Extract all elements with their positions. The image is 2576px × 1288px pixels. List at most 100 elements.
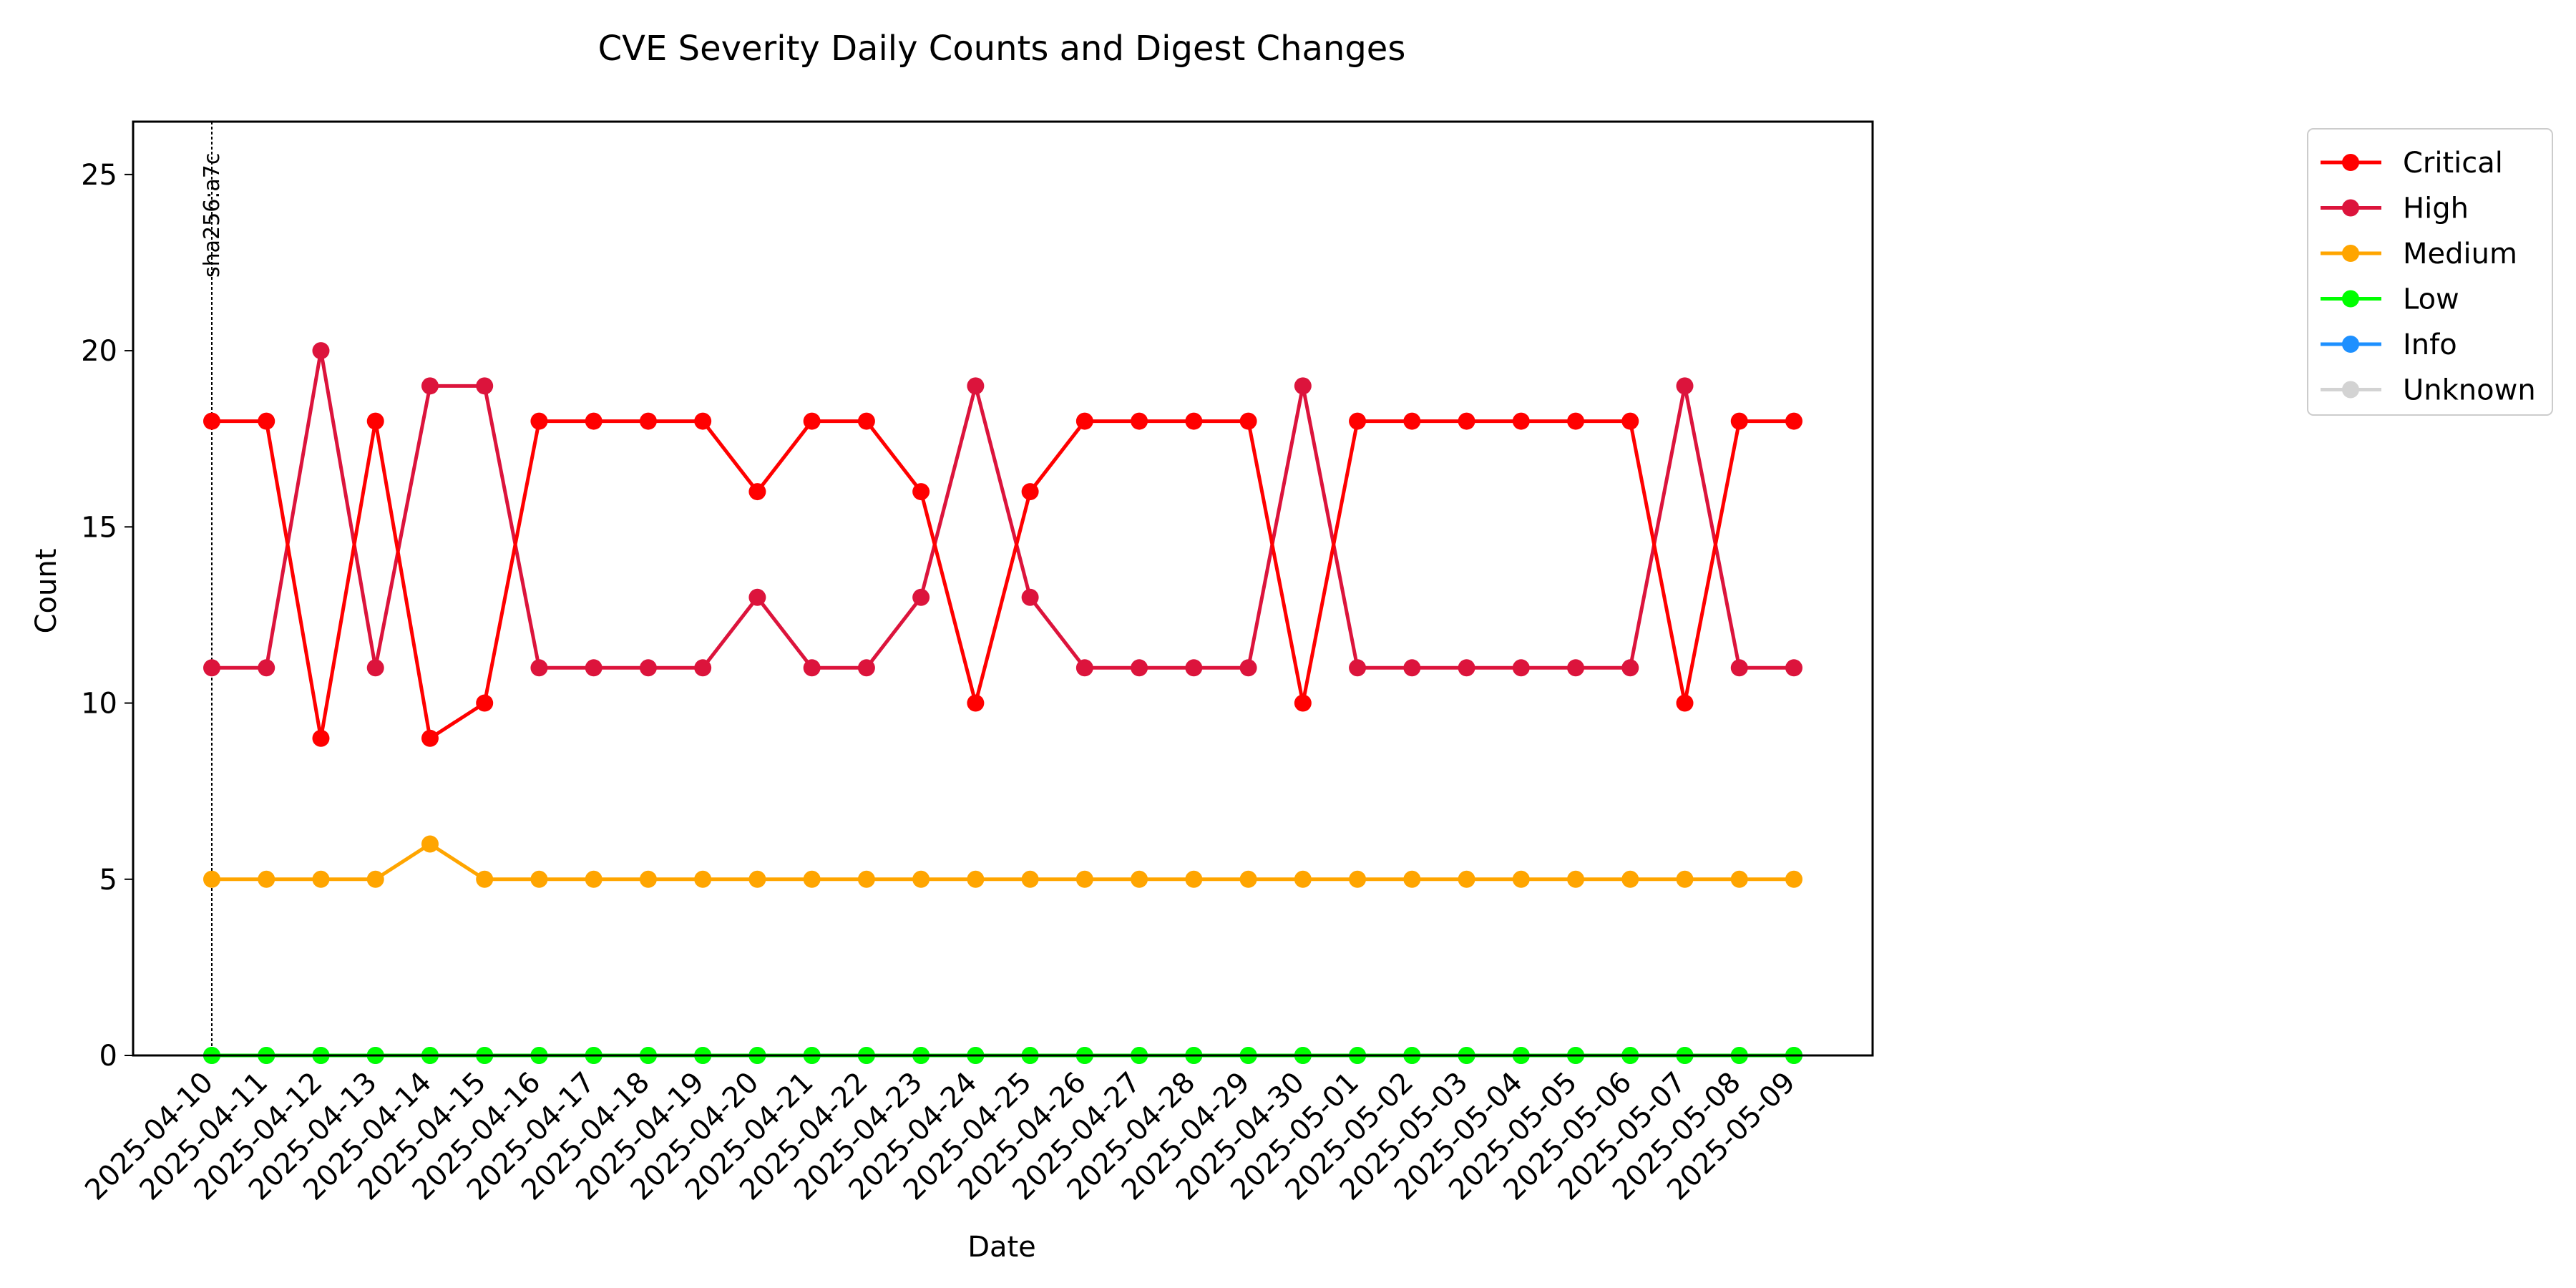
data-point-medium: [1131, 870, 1148, 888]
data-point-medium: [366, 870, 384, 888]
legend-label: Low: [2403, 283, 2459, 316]
legend-swatch-marker: [2342, 199, 2359, 217]
data-point-critical: [421, 729, 439, 747]
data-point-critical: [1785, 412, 1802, 430]
legend-label: Critical: [2403, 147, 2503, 180]
data-point-medium: [1021, 870, 1039, 888]
data-point-medium: [803, 870, 821, 888]
data-point-medium: [1676, 870, 1694, 888]
data-point-high: [585, 659, 602, 677]
data-point-medium: [1403, 870, 1421, 888]
data-point-high: [639, 659, 657, 677]
legend-label: Info: [2403, 328, 2457, 361]
data-point-high: [1403, 659, 1421, 677]
data-point-high: [1785, 659, 1802, 677]
data-point-critical: [748, 483, 766, 501]
data-point-critical: [585, 412, 602, 430]
data-point-high: [1621, 659, 1639, 677]
y-tick-label: 0: [99, 1040, 117, 1073]
data-point-medium: [639, 870, 657, 888]
data-point-critical: [1730, 412, 1748, 430]
data-point-high: [1294, 377, 1312, 395]
data-point-critical: [857, 412, 875, 430]
data-point-medium: [1458, 870, 1475, 888]
data-point-medium: [312, 870, 330, 888]
data-point-critical: [1676, 694, 1694, 712]
data-point-critical: [1239, 412, 1257, 430]
data-point-critical: [366, 412, 384, 430]
data-point-critical: [967, 694, 985, 712]
data-point-critical: [1567, 412, 1585, 430]
data-point-critical: [1349, 412, 1367, 430]
digest-change-label: sha256:a7c: [200, 153, 225, 278]
y-axis-label: Count: [30, 549, 63, 634]
data-point-high: [1075, 659, 1093, 677]
legend-label: Unknown: [2403, 374, 2536, 407]
data-point-medium: [1239, 870, 1257, 888]
data-point-medium: [694, 870, 712, 888]
data-point-critical: [1294, 694, 1312, 712]
data-point-medium: [421, 835, 439, 853]
data-point-critical: [912, 483, 930, 501]
data-point-medium: [1621, 870, 1639, 888]
data-point-high: [967, 377, 985, 395]
legend: Critical High Medium Low Info Unknown: [2307, 128, 2553, 416]
data-point-high: [912, 588, 930, 606]
data-point-medium: [1567, 870, 1585, 888]
series-line-medium: [212, 842, 1794, 882]
data-point-medium: [203, 870, 220, 888]
data-point-critical: [1458, 412, 1475, 430]
data-point-medium: [476, 870, 494, 888]
data-point-high: [857, 659, 875, 677]
legend-label: Medium: [2403, 238, 2517, 270]
data-point-medium: [1730, 870, 1748, 888]
data-point-critical: [1403, 412, 1421, 430]
data-point-high: [1239, 659, 1257, 677]
data-point-high: [1512, 659, 1530, 677]
data-point-high: [1458, 659, 1475, 677]
plot-frame: [132, 120, 1874, 1057]
y-tick-label: 25: [81, 159, 117, 192]
y-tick-label: 10: [81, 688, 117, 721]
data-point-high: [258, 659, 275, 677]
legend-swatch-marker: [2342, 381, 2359, 399]
data-point-critical: [258, 412, 275, 430]
data-point-high: [312, 342, 330, 360]
data-point-critical: [803, 412, 821, 430]
data-point-high: [1730, 659, 1748, 677]
y-tick-label: 5: [99, 864, 117, 897]
data-point-critical: [1621, 412, 1639, 430]
plot-area: 05101520252025-04-102025-04-112025-04-12…: [79, 120, 1874, 1206]
chart-title: CVE Severity Daily Counts and Digest Cha…: [598, 29, 1406, 69]
data-point-medium: [1075, 870, 1093, 888]
data-point-high: [476, 377, 494, 395]
data-point-high: [421, 377, 439, 395]
data-point-high: [530, 659, 548, 677]
data-point-high: [1676, 377, 1694, 395]
legend-swatch-marker: [2342, 245, 2359, 262]
x-axis-label: Date: [967, 1231, 1036, 1264]
data-point-critical: [1512, 412, 1530, 430]
data-point-critical: [1185, 412, 1203, 430]
data-point-critical: [530, 412, 548, 430]
data-point-critical: [639, 412, 657, 430]
data-point-medium: [585, 870, 602, 888]
data-point-critical: [1075, 412, 1093, 430]
data-point-high: [1349, 659, 1367, 677]
data-point-high: [1021, 588, 1039, 606]
series-line-critical: [212, 419, 1794, 741]
data-point-critical: [476, 694, 494, 712]
data-point-medium: [748, 870, 766, 888]
data-point-critical: [312, 729, 330, 747]
legend-swatch-marker: [2342, 154, 2359, 171]
data-point-medium: [912, 870, 930, 888]
data-point-high: [803, 659, 821, 677]
data-point-medium: [1785, 870, 1802, 888]
legend-label: High: [2403, 192, 2469, 225]
data-point-medium: [1349, 870, 1367, 888]
data-point-medium: [1512, 870, 1530, 888]
y-tick-label: 15: [81, 511, 117, 544]
y-tick-label: 20: [81, 335, 117, 368]
data-point-high: [694, 659, 712, 677]
